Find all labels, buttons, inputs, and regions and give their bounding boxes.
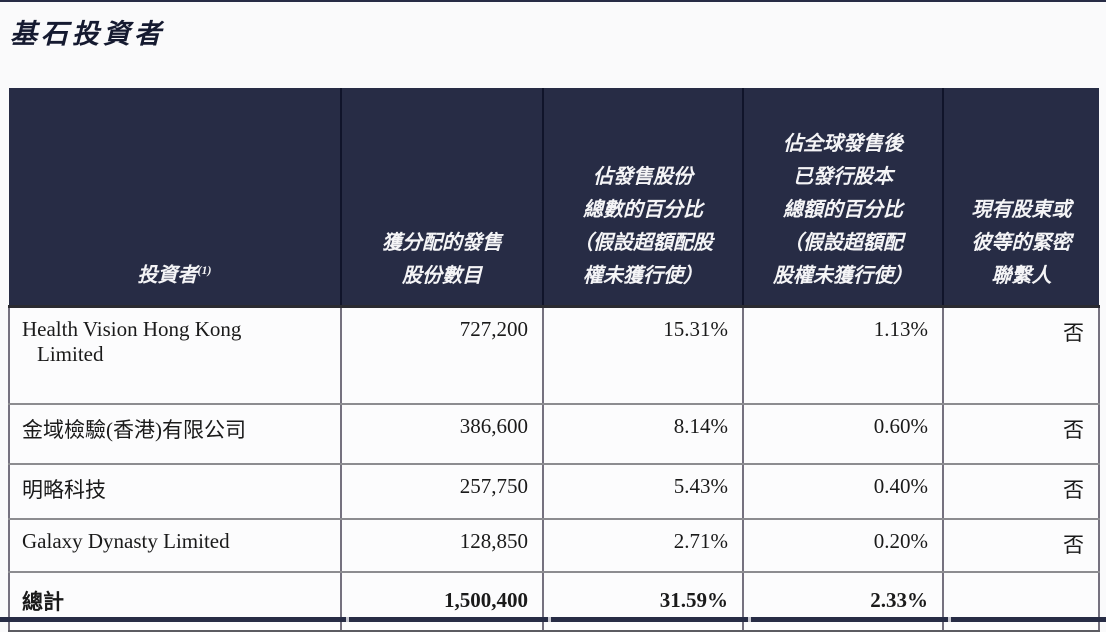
col-header-pct-offer: 佔發售股份 總數的百分比 （假設超額配股 權未獲行使） [543,88,744,307]
cell-pct-offer: 2.71% [543,518,744,573]
cell-pct-capital: 0.20% [743,518,944,573]
next-table-header-strip [0,617,1106,622]
cell-investor-name: 明略科技 [8,463,342,520]
table-row: Health Vision Hong Kong Limited 727,200 … [8,306,1100,405]
investor-header-label: 投資者 [137,265,198,287]
cell-shares: 128,850 [341,518,544,573]
cell-shares: 257,750 [341,463,544,520]
column-divider [346,617,349,622]
total-row: 總計 1,500,400 31.59% 2.33% [8,571,1100,632]
cell-pct-capital: 0.40% [743,463,944,520]
column-divider [948,617,951,622]
cell-pct-offer: 15.31% [543,306,744,405]
cell-existing: 否 [943,518,1100,573]
cell-investor-name: Health Vision Hong Kong Limited [8,306,342,405]
table-row: Galaxy Dynasty Limited 128,850 2.71% 0.2… [8,518,1100,573]
table-header-row: 投資者(1) 獲分配的發售 股份數目 佔發售股份 總數的百分比 （假設超額配股 … [9,88,1099,307]
col-header-shares: 獲分配的發售 股份數目 [341,88,544,307]
cornerstone-investors-table: 投資者(1) 獲分配的發售 股份數目 佔發售股份 總數的百分比 （假設超額配股 … [8,88,1100,632]
table-row: 明略科技 257,750 5.43% 0.40% 否 [8,463,1100,520]
cell-investor-name: 金域檢驗(香港)有限公司 [8,403,342,465]
page-title: 基石投資者 [10,19,165,49]
cell-existing: 否 [943,403,1100,465]
cell-pct-capital: 0.60% [743,403,944,465]
cell-existing: 否 [943,463,1100,520]
column-divider [548,617,551,622]
col-header-pct-capital: 佔全球發售後 已發行股本 總額的百分比 （假設超額配 股權未獲行使） [743,88,944,307]
top-border-line [0,0,1106,2]
cell-shares: 386,600 [341,403,544,465]
table-row: 金域檢驗(香港)有限公司 386,600 8.14% 0.60% 否 [8,403,1100,465]
cell-shares: 727,200 [341,306,544,405]
cell-pct-capital: 1.13% [743,306,944,405]
cell-pct-offer: 5.43% [543,463,744,520]
cell-pct-offer: 8.14% [543,403,744,465]
col-header-investor: 投資者(1) [9,88,342,307]
cell-existing: 否 [943,306,1100,405]
total-label: 總計 [8,571,342,632]
col-header-existing-shareholder: 現有股東或 彼等的緊密 聯繫人 [943,88,1099,307]
cell-investor-name: Galaxy Dynasty Limited [8,518,342,573]
footnote-marker: (1) [197,263,212,278]
column-divider [748,617,751,622]
